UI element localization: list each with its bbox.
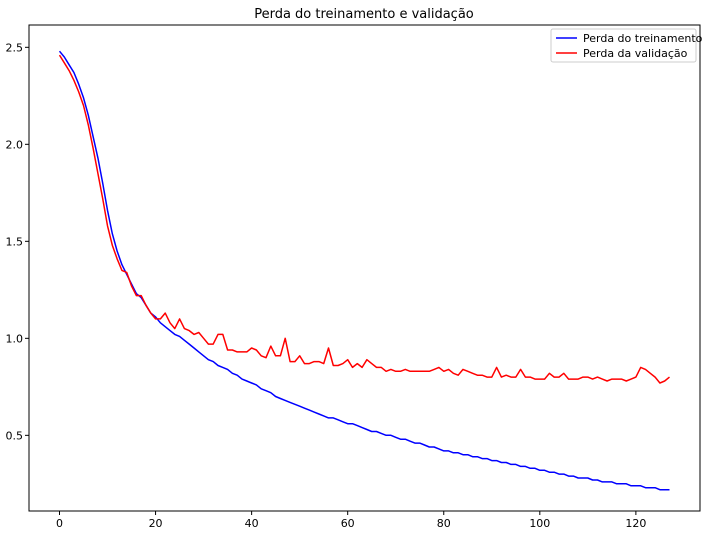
- x-tick-label: 0: [56, 517, 63, 530]
- legend-label: Perda do treinamento: [583, 32, 703, 45]
- x-tick-label: 120: [625, 517, 646, 530]
- legend: Perda do treinamento Perda da validação: [550, 28, 703, 63]
- x-tick-label: 60: [341, 517, 355, 530]
- plot-area: [58, 50, 670, 491]
- y-tick-label: 2.5: [6, 41, 24, 54]
- legend-label: Perda da validação: [583, 47, 688, 60]
- x-tick-label: 80: [437, 517, 451, 530]
- y-tick-label: 1.5: [6, 235, 24, 248]
- y-axis: 0.5 1.0 1.5 2.0 2.5: [6, 41, 29, 442]
- y-tick-label: 1.0: [6, 332, 24, 345]
- axes-frame: [28, 24, 701, 512]
- series-line-validacao: [58, 54, 670, 384]
- series-line-treinamento: [58, 50, 670, 491]
- y-tick-label: 0.5: [6, 429, 24, 442]
- x-tick-label: 100: [529, 517, 550, 530]
- x-tick-label: 40: [245, 517, 259, 530]
- legend-box: [550, 28, 697, 63]
- x-axis: 0 20 40 60 80 100 120: [56, 511, 646, 530]
- x-tick-label: 20: [149, 517, 163, 530]
- y-tick-label: 2.0: [6, 138, 24, 151]
- chart-title: Perda do treinamento e validação: [254, 7, 474, 22]
